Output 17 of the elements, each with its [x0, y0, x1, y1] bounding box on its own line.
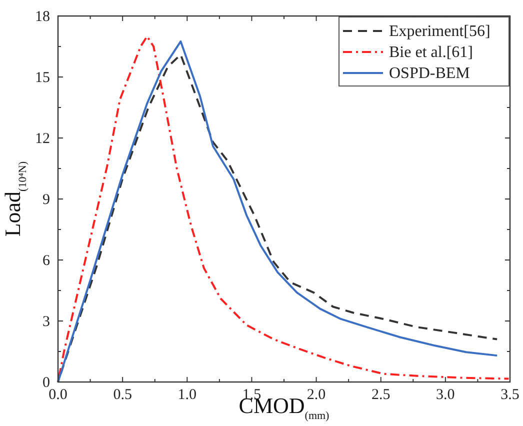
y-tick-label: 12: [35, 131, 50, 147]
x-tick-label: 0.0: [48, 387, 68, 403]
x-tick-label: 2.0: [306, 387, 326, 403]
x-tick-label: 3.5: [500, 387, 520, 403]
legend-label: OSPD-BEM: [389, 65, 470, 82]
y-tick-label: 15: [35, 70, 50, 86]
y-tick-label: 6: [42, 253, 50, 269]
x-tick-label: 2.5: [371, 387, 390, 403]
y-tick-label: 0: [42, 375, 50, 391]
x-tick-label: 0.5: [113, 387, 132, 403]
y-tick-label: 3: [42, 314, 50, 330]
y-tick-label: 18: [35, 9, 50, 25]
x-tick-label: 3.0: [436, 387, 455, 403]
legend-label: Bie et al.[61]: [389, 44, 473, 61]
legend-label: Experiment[56]: [389, 23, 490, 40]
y-tick-label: 9: [42, 192, 50, 208]
x-tick-label: 1.0: [178, 387, 197, 403]
